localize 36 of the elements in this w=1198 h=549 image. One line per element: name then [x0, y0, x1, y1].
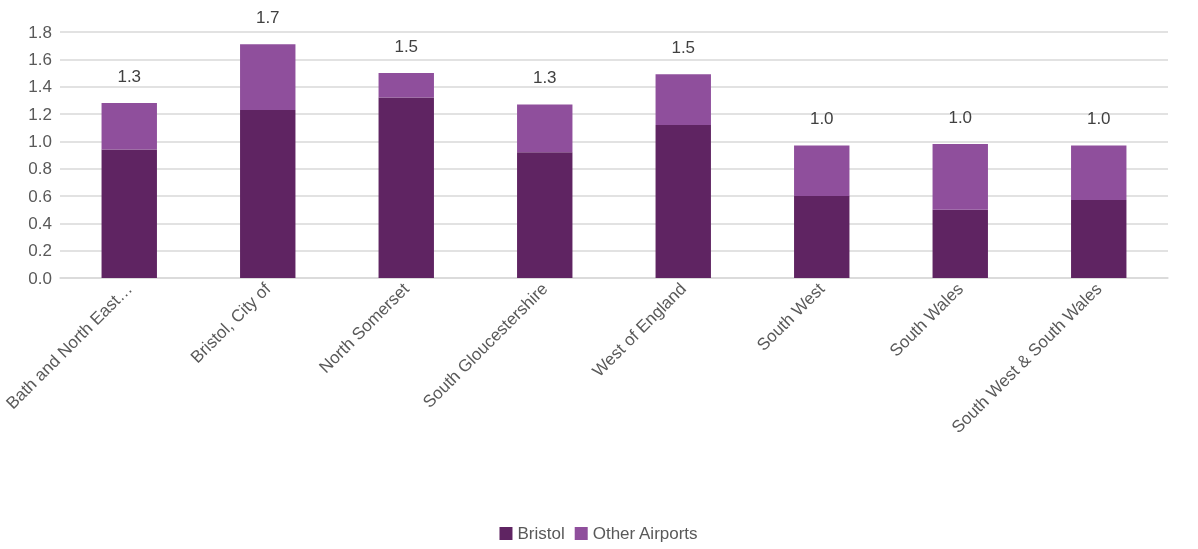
y-tick-label: 1.6	[28, 49, 52, 69]
bar	[655, 124, 711, 278]
y-tick-label: 1.4	[28, 77, 52, 97]
bar	[378, 73, 434, 98]
y-tick-label: 0.2	[28, 241, 52, 261]
bar	[932, 144, 988, 210]
bar	[517, 104, 573, 153]
total-label: 1.0	[809, 109, 834, 129]
total-label: 1.7	[255, 8, 280, 28]
bar	[655, 74, 711, 125]
bar	[932, 209, 988, 278]
y-tick-label: 0.0	[28, 268, 52, 288]
total-label: 1.3	[532, 68, 557, 88]
bar	[517, 152, 573, 278]
total-label: 1.5	[671, 38, 696, 58]
y-tick-label: 0.8	[28, 159, 52, 179]
total-label: 1.3	[117, 67, 142, 87]
bar	[378, 97, 434, 278]
bar	[794, 145, 850, 196]
bar	[794, 196, 850, 278]
bar	[101, 149, 157, 278]
total-label: 1.0	[948, 108, 973, 128]
y-tick-label: 0.6	[28, 186, 52, 206]
y-tick-label: 1.0	[28, 131, 52, 151]
legend-label: Bristol	[517, 524, 565, 543]
total-label: 1.5	[394, 37, 419, 56]
y-tick-label: 0.4	[28, 213, 52, 233]
bar	[1071, 145, 1127, 201]
bar	[240, 44, 296, 110]
legend-label: Other Airports	[592, 524, 698, 543]
y-tick-label: 1.8	[28, 22, 52, 42]
bar	[1071, 200, 1127, 278]
total-label: 1.0	[1086, 109, 1111, 129]
y-tick-label: 1.2	[28, 104, 52, 124]
bar	[101, 103, 157, 150]
bar	[240, 109, 296, 278]
